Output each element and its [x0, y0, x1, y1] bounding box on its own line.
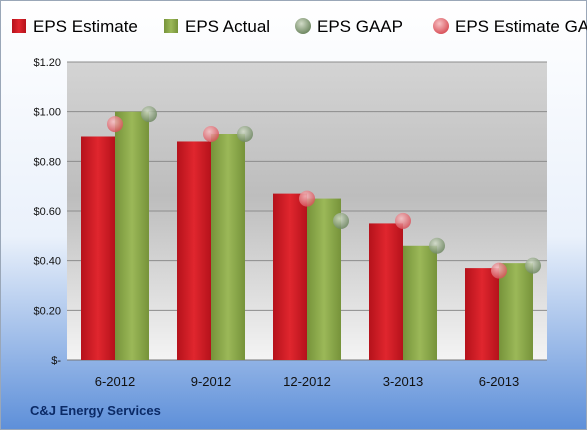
marker-eps-estimate-gaap-6-2013	[491, 262, 507, 279]
bar-eps-estimate-6-2012	[81, 136, 115, 360]
x-tick-label: 3-2013	[383, 374, 423, 389]
legend-swatch-eps-estimate	[12, 19, 26, 33]
marker-eps-estimate-gaap-12-2012	[299, 190, 315, 207]
legend-swatch-eps-estimate-gaap	[433, 18, 449, 34]
x-tick-label: 6-2012	[95, 374, 135, 389]
markers	[107, 106, 541, 279]
marker-eps-estimate-gaap-9-2012	[203, 126, 219, 143]
x-tick-label: 6-2013	[479, 374, 519, 389]
x-axis-ticks: 6-2012 9-2012 12-2012 3-2013 6-2013	[95, 374, 519, 389]
y-axis-ticks: $- $0.20 $0.40 $0.60 $0.80 $1.00 $1.20	[33, 57, 61, 367]
bar-eps-actual-6-2013	[499, 263, 533, 360]
y-tick-label: $0.80	[33, 156, 61, 168]
company-name: C&J Energy Services	[30, 403, 161, 418]
y-tick-label: $1.20	[33, 57, 61, 69]
bar-eps-estimate-3-2013	[369, 223, 403, 360]
bar-eps-estimate-9-2012	[177, 141, 211, 360]
legend-swatch-eps-actual	[164, 19, 178, 33]
marker-eps-gaap-9-2012	[237, 126, 253, 143]
marker-eps-gaap-3-2013	[429, 237, 445, 254]
legend-label-eps-actual: EPS Actual	[185, 17, 270, 36]
marker-eps-gaap-6-2013	[525, 257, 541, 274]
legend-swatch-eps-gaap	[295, 18, 311, 34]
marker-eps-gaap-12-2012	[333, 212, 349, 229]
y-tick-label: $0.40	[33, 256, 61, 268]
y-tick-label: $-	[51, 355, 61, 367]
x-tick-label: 12-2012	[283, 374, 331, 389]
y-tick-label: $0.20	[33, 305, 61, 317]
bars	[81, 111, 533, 361]
legend-label-eps-estimate-gaap: EPS Estimate GAAP	[455, 17, 587, 36]
x-tick-label: 9-2012	[191, 374, 231, 389]
bar-eps-actual-6-2012	[115, 111, 149, 361]
bar-eps-actual-9-2012	[211, 134, 245, 360]
y-tick-label: $1.00	[33, 107, 61, 119]
y-tick-label: $0.60	[33, 206, 61, 218]
marker-eps-estimate-gaap-6-2012	[107, 116, 123, 133]
bar-eps-estimate-6-2013	[465, 268, 499, 360]
legend-label-eps-gaap: EPS GAAP	[317, 17, 403, 36]
legend-label-eps-estimate: EPS Estimate	[33, 17, 138, 36]
marker-eps-estimate-gaap-3-2013	[395, 212, 411, 229]
bar-eps-estimate-12-2012	[273, 193, 307, 360]
marker-eps-gaap-6-2012	[141, 106, 157, 123]
bar-eps-actual-3-2013	[403, 245, 437, 360]
legend: EPS Estimate EPS Actual EPS GAAP EPS Estima…	[12, 17, 587, 36]
